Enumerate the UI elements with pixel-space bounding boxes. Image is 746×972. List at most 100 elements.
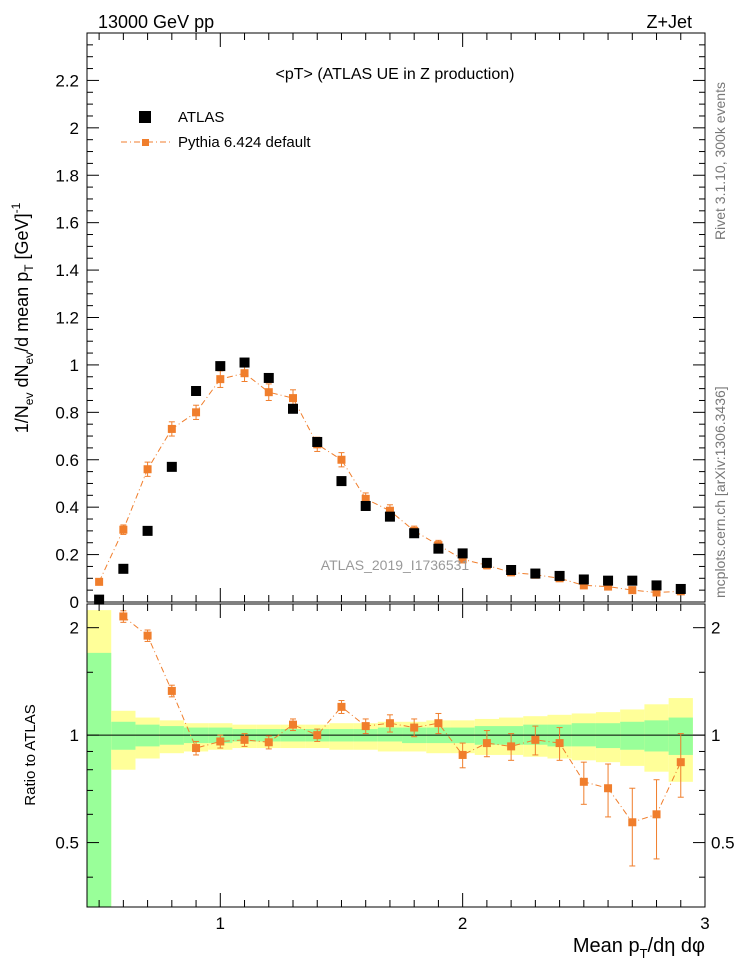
atlas-point (191, 385, 202, 396)
pythia-point (95, 577, 104, 586)
pythia-point (264, 388, 273, 397)
pythia-point (167, 424, 176, 433)
pythia-point (385, 506, 394, 515)
ratio-pythia-point (289, 720, 297, 729)
main-y-tick-label: 0 (70, 593, 79, 612)
atlas-point (603, 575, 614, 586)
pythia-point (628, 586, 637, 595)
mcplots-label: mcplots.cern.ch [arXiv:1306.3436] (712, 386, 728, 598)
atlas-point (675, 583, 686, 594)
pythia-point (652, 588, 661, 597)
ratio-pythia-point (482, 739, 491, 748)
ratio-pythia-point (531, 735, 540, 744)
legend-atlas-marker (139, 111, 151, 123)
atlas-point (263, 372, 274, 383)
ratio-pythia-point (337, 702, 346, 711)
ratio-pythia-point (216, 737, 225, 746)
atlas-point (384, 511, 395, 522)
legend-pythia-marker (142, 139, 149, 146)
uncertainty-band-inner (644, 720, 669, 752)
x-tick-label: 3 (700, 914, 709, 933)
main-y-tick-label: 0.2 (55, 546, 79, 565)
ratio-pythia-point (119, 612, 128, 621)
main-y-tick-label: 1.4 (55, 261, 79, 280)
header-channel: Z+Jet (646, 12, 692, 32)
ratio-pythia-point (555, 739, 564, 748)
atlas-point (336, 476, 347, 487)
pythia-point (337, 455, 346, 464)
x-tick-label: 2 (458, 914, 467, 933)
pythia-point (604, 582, 613, 591)
legend-pythia-label: Pythia 6.424 default (178, 134, 311, 151)
atlas-point (142, 525, 153, 536)
atlas-point (166, 461, 177, 472)
main-y-tick-label: 1.6 (55, 214, 79, 233)
main-y-tick-label: 0.8 (55, 403, 79, 422)
atlas-point (94, 594, 105, 605)
ratio-pythia-point (264, 738, 273, 747)
atlas-point (312, 436, 323, 447)
pythia-point (240, 369, 249, 378)
ratio-pythia-point (676, 758, 685, 767)
pythia-point (458, 555, 467, 564)
ratio-pythia-point (361, 722, 370, 731)
ratio-pythia-point (434, 719, 443, 728)
atlas-point (481, 557, 492, 568)
uncertainty-band-inner (111, 721, 136, 750)
ratio-pythia-point (458, 750, 467, 759)
main-y-tick-label: 2 (70, 119, 79, 138)
ratio-pythia-line (123, 616, 682, 823)
legend-atlas-label: ATLAS (178, 109, 224, 126)
ratio-y-tick-label: 0.5 (55, 834, 79, 853)
atlas-point (578, 574, 589, 585)
main-y-axis-label: 1/Nev dNev/d mean pT [GeV]-1 (9, 202, 36, 433)
ratio-pythia-point (385, 719, 394, 728)
ratio-pythia-point (143, 631, 152, 640)
atlas-point (360, 500, 371, 511)
ratio-pythia-point (192, 744, 201, 753)
main-y-tick-label: 1 (70, 356, 79, 375)
uncertainty-band-inner (87, 652, 112, 907)
main-y-tick-label: 1.8 (55, 166, 79, 185)
main-title: <pT> (ATLAS UE in Z production) (276, 66, 515, 83)
ratio-y-tick-label-right: 1 (711, 726, 720, 745)
ratio-pythia-point (410, 723, 419, 732)
atlas-point (457, 548, 468, 559)
ratio-y-tick-label-right: 2 (711, 619, 720, 638)
ratio-y-tick-label-right: 0.5 (711, 834, 735, 853)
rivet-label: Rivet 3.1.10, 300k events (712, 82, 728, 240)
atlas-point (651, 580, 662, 591)
pythia-point (216, 375, 225, 384)
ratio-pythia-point (604, 784, 613, 793)
atlas-point (409, 528, 420, 539)
uncertainty-band-inner (620, 721, 645, 750)
ratio-y-axis-label: Ratio to ATLAS (22, 704, 39, 805)
atlas-point (627, 575, 638, 586)
analysis-watermark: ATLAS_2019_I1736531 (321, 557, 470, 573)
pythia-point (119, 525, 128, 534)
main-y-tick-label: 2.2 (55, 71, 79, 90)
uncertainty-band-inner (377, 727, 403, 742)
main-y-tick-label: 0.6 (55, 451, 79, 470)
atlas-point (288, 403, 298, 414)
pythia-point (192, 408, 201, 417)
ratio-pythia-point (579, 777, 588, 786)
header-process: 13000 GeV pp (98, 12, 214, 32)
atlas-point (239, 357, 250, 368)
atlas-point (554, 570, 565, 581)
main-panel: 0 0.2 0.4 0.6 0.8 1 1.2 1.4 1.6 1.8 2 2.2 <pT> (ATL… (9, 32, 706, 612)
atlas-point (530, 568, 541, 579)
main-y-tick-label: 0.4 (55, 498, 79, 517)
pythia-point (289, 394, 297, 403)
atlas-point (215, 361, 226, 372)
pythia-point (143, 465, 152, 474)
ratio-y-tick-label: 2 (70, 619, 79, 638)
ratio-pythia-point (167, 686, 176, 695)
pythia-point (361, 494, 370, 503)
atlas-point (118, 563, 129, 574)
ratio-pythia-point (628, 818, 637, 827)
legend: ATLAS Pythia 6.424 default (121, 109, 311, 151)
ratio-pythia-point (652, 810, 661, 819)
ratio-pythia-point (313, 731, 322, 740)
